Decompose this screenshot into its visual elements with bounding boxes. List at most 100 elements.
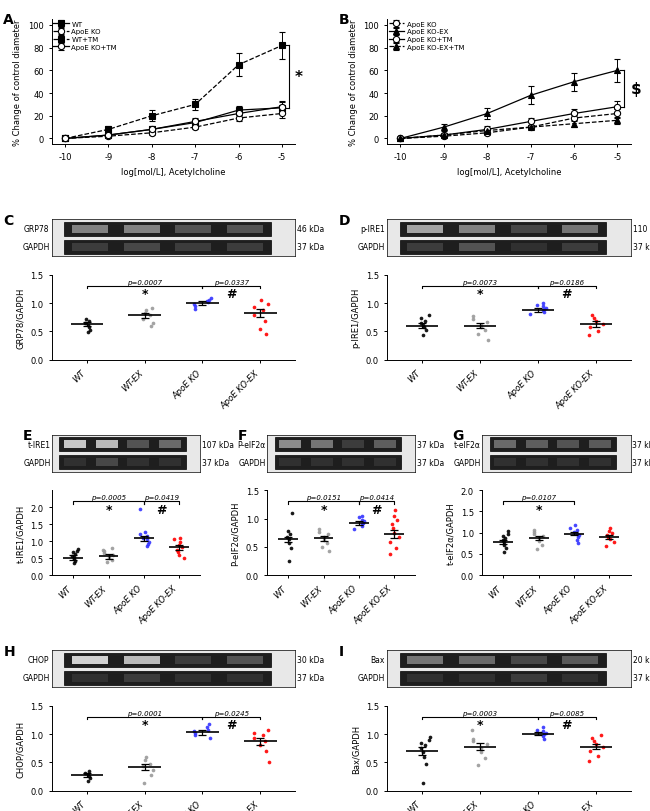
- Point: [254, 739, 265, 752]
- Point: [419, 321, 429, 334]
- Text: B: B: [339, 13, 350, 27]
- Point: [138, 777, 149, 790]
- Point: [425, 731, 436, 744]
- Text: GAPDH: GAPDH: [22, 243, 49, 252]
- Point: [541, 727, 551, 740]
- Text: 37 kDa: 37 kDa: [632, 440, 650, 449]
- Point: [601, 540, 611, 553]
- Point: [503, 526, 514, 539]
- Point: [140, 753, 150, 766]
- Point: [254, 323, 265, 336]
- Text: P-eIF2α: P-eIF2α: [237, 440, 266, 449]
- Point: [357, 509, 367, 522]
- Point: [142, 530, 152, 543]
- Point: [148, 317, 158, 330]
- Text: 37 kDa: 37 kDa: [632, 458, 650, 467]
- Y-axis label: % Change of control diameter: % Change of control diameter: [349, 19, 358, 146]
- Point: [317, 541, 328, 554]
- Point: [570, 519, 580, 532]
- Text: 37 kDa: 37 kDa: [298, 673, 325, 682]
- Point: [190, 727, 200, 740]
- Point: [260, 315, 270, 328]
- Point: [589, 312, 599, 325]
- Text: D: D: [339, 213, 350, 227]
- Point: [137, 760, 148, 773]
- Bar: [557, 440, 579, 449]
- Point: [83, 768, 93, 781]
- Bar: [408, 656, 443, 664]
- Y-axis label: t-IRE1/GAPDH: t-IRE1/GAPDH: [16, 504, 25, 562]
- Point: [529, 528, 539, 541]
- Bar: [96, 440, 118, 449]
- Bar: [408, 225, 443, 234]
- Point: [497, 534, 508, 547]
- Point: [263, 756, 274, 769]
- Y-axis label: CHOP/GAPDH: CHOP/GAPDH: [16, 720, 25, 777]
- Bar: [127, 458, 150, 467]
- Bar: [459, 674, 495, 682]
- Bar: [562, 225, 599, 234]
- Legend: WT, ApoE KO, WT+TM, ApoE KO+TM: WT, ApoE KO, WT+TM, ApoE KO+TM: [53, 22, 117, 51]
- Point: [263, 298, 273, 311]
- Y-axis label: GRP78/GAPDH: GRP78/GAPDH: [16, 287, 25, 349]
- Bar: [311, 458, 333, 467]
- Point: [539, 727, 549, 740]
- Point: [500, 542, 511, 555]
- Point: [480, 752, 490, 765]
- Point: [203, 297, 213, 310]
- Point: [607, 526, 618, 539]
- Y-axis label: % Change of control diameter: % Change of control diameter: [14, 19, 22, 146]
- Text: 37 kDa: 37 kDa: [298, 243, 325, 252]
- Text: #: #: [371, 503, 382, 516]
- Point: [80, 317, 90, 330]
- Bar: [557, 458, 579, 467]
- Point: [177, 541, 187, 554]
- Bar: [72, 225, 108, 234]
- Point: [205, 292, 216, 305]
- Text: *: *: [477, 719, 484, 732]
- Text: *: *: [141, 719, 148, 732]
- Text: 37 kDa: 37 kDa: [417, 440, 444, 449]
- Point: [421, 757, 431, 770]
- Point: [144, 757, 155, 770]
- Point: [499, 546, 509, 559]
- Point: [174, 539, 184, 551]
- Point: [190, 729, 200, 742]
- Text: p=0.0107: p=0.0107: [521, 495, 556, 501]
- Point: [358, 517, 368, 530]
- Point: [85, 772, 96, 785]
- Point: [85, 324, 96, 337]
- Point: [584, 744, 595, 757]
- Text: *: *: [105, 503, 112, 516]
- Point: [424, 310, 434, 323]
- Text: I: I: [339, 644, 344, 658]
- Bar: [408, 243, 443, 251]
- Point: [138, 532, 149, 545]
- Point: [568, 526, 578, 539]
- Bar: [176, 243, 211, 251]
- Bar: [374, 458, 396, 467]
- Text: p=0.0085: p=0.0085: [549, 710, 584, 716]
- Point: [203, 294, 214, 307]
- Bar: [562, 674, 599, 682]
- Text: p=0.0414: p=0.0414: [359, 495, 394, 501]
- Bar: [280, 440, 302, 449]
- Point: [72, 544, 83, 557]
- Point: [190, 300, 200, 313]
- Point: [84, 765, 94, 778]
- Point: [173, 546, 183, 559]
- Point: [323, 545, 333, 558]
- Bar: [227, 674, 263, 682]
- Point: [83, 327, 93, 340]
- Point: [598, 740, 608, 753]
- Point: [102, 556, 112, 569]
- Bar: [176, 225, 211, 234]
- Point: [257, 729, 268, 742]
- Text: F: F: [237, 428, 247, 443]
- FancyBboxPatch shape: [400, 222, 606, 237]
- Bar: [459, 243, 495, 251]
- Text: 37 kDa: 37 kDa: [633, 243, 650, 252]
- Point: [108, 548, 118, 561]
- Point: [416, 312, 426, 325]
- Point: [589, 735, 599, 748]
